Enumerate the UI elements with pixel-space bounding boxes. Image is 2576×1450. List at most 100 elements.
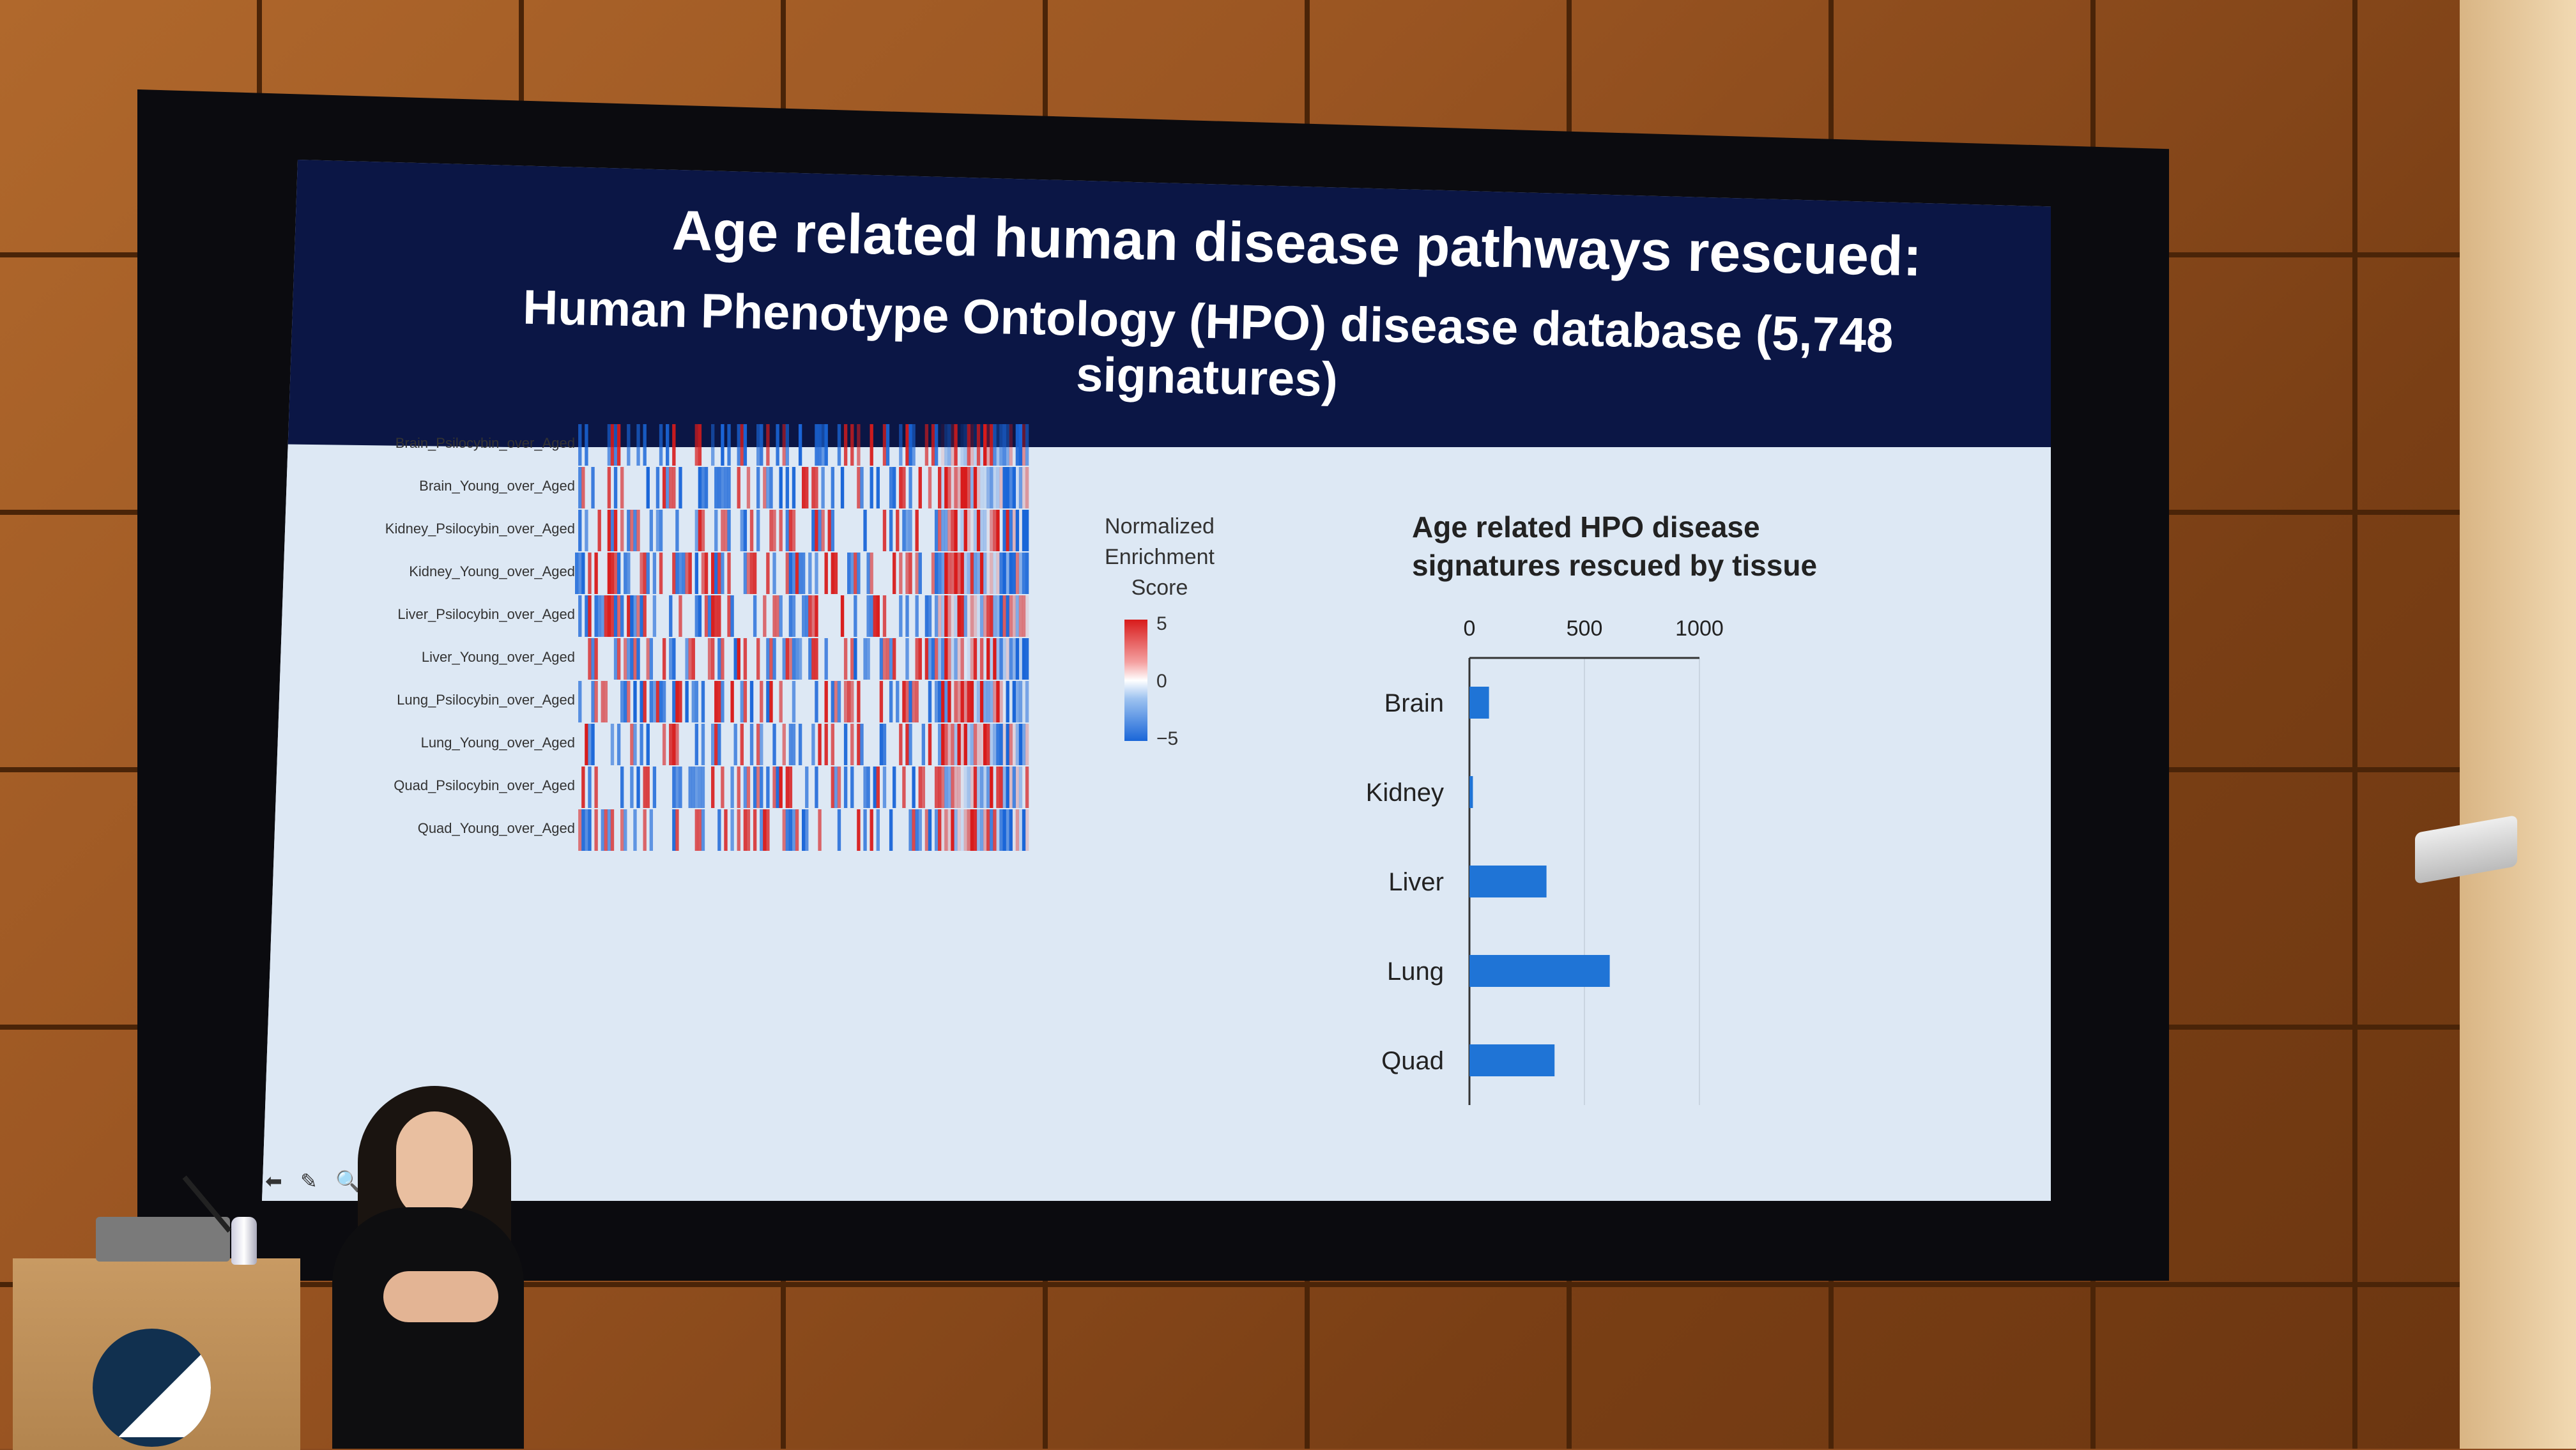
heatmap-cell <box>979 510 984 551</box>
heatmap-cell <box>938 809 942 851</box>
heatmap-cell <box>766 767 770 808</box>
heatmap-cell <box>1013 424 1016 466</box>
heatmap-cell <box>993 767 997 808</box>
heatmap-cell <box>963 724 967 765</box>
heatmap-cell <box>666 467 670 508</box>
heatmap-cell <box>908 681 912 722</box>
heatmap-cell <box>672 467 676 508</box>
heatmap-cell <box>899 553 903 594</box>
heatmap-cell <box>782 424 786 466</box>
heatmap-cell <box>934 767 939 808</box>
pen-icon[interactable]: ✎ <box>300 1170 318 1193</box>
heatmap-cell <box>588 809 592 851</box>
back-icon[interactable]: ⬅ <box>265 1170 282 1193</box>
heatmap-row-label: Lung_Young_over_Aged <box>420 735 575 751</box>
heatmap-cell <box>970 595 974 637</box>
heatmap-cell <box>815 510 818 551</box>
heatmap-cell <box>630 510 634 551</box>
heatmap-cell <box>973 424 977 466</box>
heatmap-cell <box>860 724 864 765</box>
heatmap-cell <box>630 595 634 637</box>
heatmap-cell <box>996 467 1000 508</box>
heatmap-cell <box>815 595 818 637</box>
heatmap-cell <box>675 809 679 851</box>
heatmap-cell <box>756 467 760 508</box>
heatmap-cell <box>756 767 760 808</box>
heatmap-cell <box>772 724 776 765</box>
heatmap-cell <box>963 595 967 637</box>
heatmap-cell <box>717 595 721 637</box>
heatmap-row-label: Quad_Psilocybin_over_Aged <box>394 777 575 793</box>
heatmap-cell <box>698 424 702 466</box>
heatmap-cell <box>610 724 615 765</box>
category-label: Brain <box>1384 689 1444 717</box>
heatmap-cell <box>776 595 779 637</box>
heatmap-cell <box>990 809 993 851</box>
heatmap-cell <box>854 595 857 637</box>
heatmap-cell <box>928 681 932 722</box>
heatmap-cell <box>805 595 809 637</box>
heatmap-cell <box>694 724 699 765</box>
heatmap-cell <box>1018 467 1023 508</box>
heatmap-cell <box>591 638 595 680</box>
heatmap-cell <box>721 638 724 680</box>
heatmap-cell <box>843 681 848 722</box>
heatmap-cell <box>811 638 815 680</box>
heatmap-cell <box>604 681 608 722</box>
heatmap-cell <box>879 724 884 765</box>
heatmap-cell <box>951 638 954 680</box>
heatmap-cell <box>944 767 948 808</box>
heatmap-cell <box>957 553 961 594</box>
heatmap-cell <box>672 767 676 808</box>
heatmap-cell <box>893 767 896 808</box>
heatmap-cell <box>934 809 939 851</box>
heatmap-cell <box>986 809 990 851</box>
heatmap-cell <box>698 767 702 808</box>
heatmap-cell <box>633 681 637 722</box>
heatmap-cell <box>1009 424 1013 466</box>
heatmap-cell <box>643 424 647 466</box>
heatmap-cell <box>630 767 634 808</box>
heatmap-row-label: Brain_Psilocybin_over_Aged <box>395 435 575 451</box>
heatmap-cell <box>1009 681 1013 722</box>
heatmap-cell <box>649 809 654 851</box>
heatmap-cell <box>591 724 595 765</box>
heatmap-cell <box>701 467 705 508</box>
legend-tick-mid: 0 <box>1156 671 1167 692</box>
heatmap-cell <box>947 767 951 808</box>
heatmap-cell <box>772 553 776 594</box>
heatmap-cell <box>912 681 916 722</box>
heatmap-cell <box>610 809 615 851</box>
legend-title-line: Enrichment <box>1105 545 1215 569</box>
heatmap-cell <box>1022 724 1026 765</box>
heatmap-cell <box>753 767 757 808</box>
heatmap-cell <box>688 638 692 680</box>
heatmap-cell <box>749 681 754 722</box>
heatmap-cell <box>591 681 595 722</box>
heatmap-cell <box>685 553 689 594</box>
heatmap-cell <box>1015 767 1020 808</box>
heatmap-cell <box>740 724 744 765</box>
heatmap-cell <box>769 681 773 722</box>
heatmap-cell <box>870 553 873 594</box>
heatmap-cell <box>993 595 997 637</box>
heatmap-cell <box>788 510 793 551</box>
heatmap-cell <box>976 510 981 551</box>
heatmap-cell <box>1025 467 1029 508</box>
heatmap-cell <box>743 424 747 466</box>
chart-title-line: signatures rescued by tissue <box>1412 549 1818 582</box>
heatmap-cell <box>996 638 1000 680</box>
heatmap-cell <box>876 467 880 508</box>
heatmap-cell <box>879 638 884 680</box>
heatmap-cell <box>899 424 903 466</box>
heatmap-cell <box>928 809 932 851</box>
heatmap-cell <box>999 767 1003 808</box>
heatmap-cell <box>996 767 1000 808</box>
heatmap-cell <box>960 553 964 594</box>
heatmap-cell <box>938 724 942 765</box>
heatmap-cell <box>581 767 585 808</box>
heatmap-cell <box>581 467 585 508</box>
heatmap-cell <box>850 681 854 722</box>
zoom-icon[interactable]: 🔍 <box>335 1170 361 1193</box>
heatmap-cell <box>766 467 770 508</box>
